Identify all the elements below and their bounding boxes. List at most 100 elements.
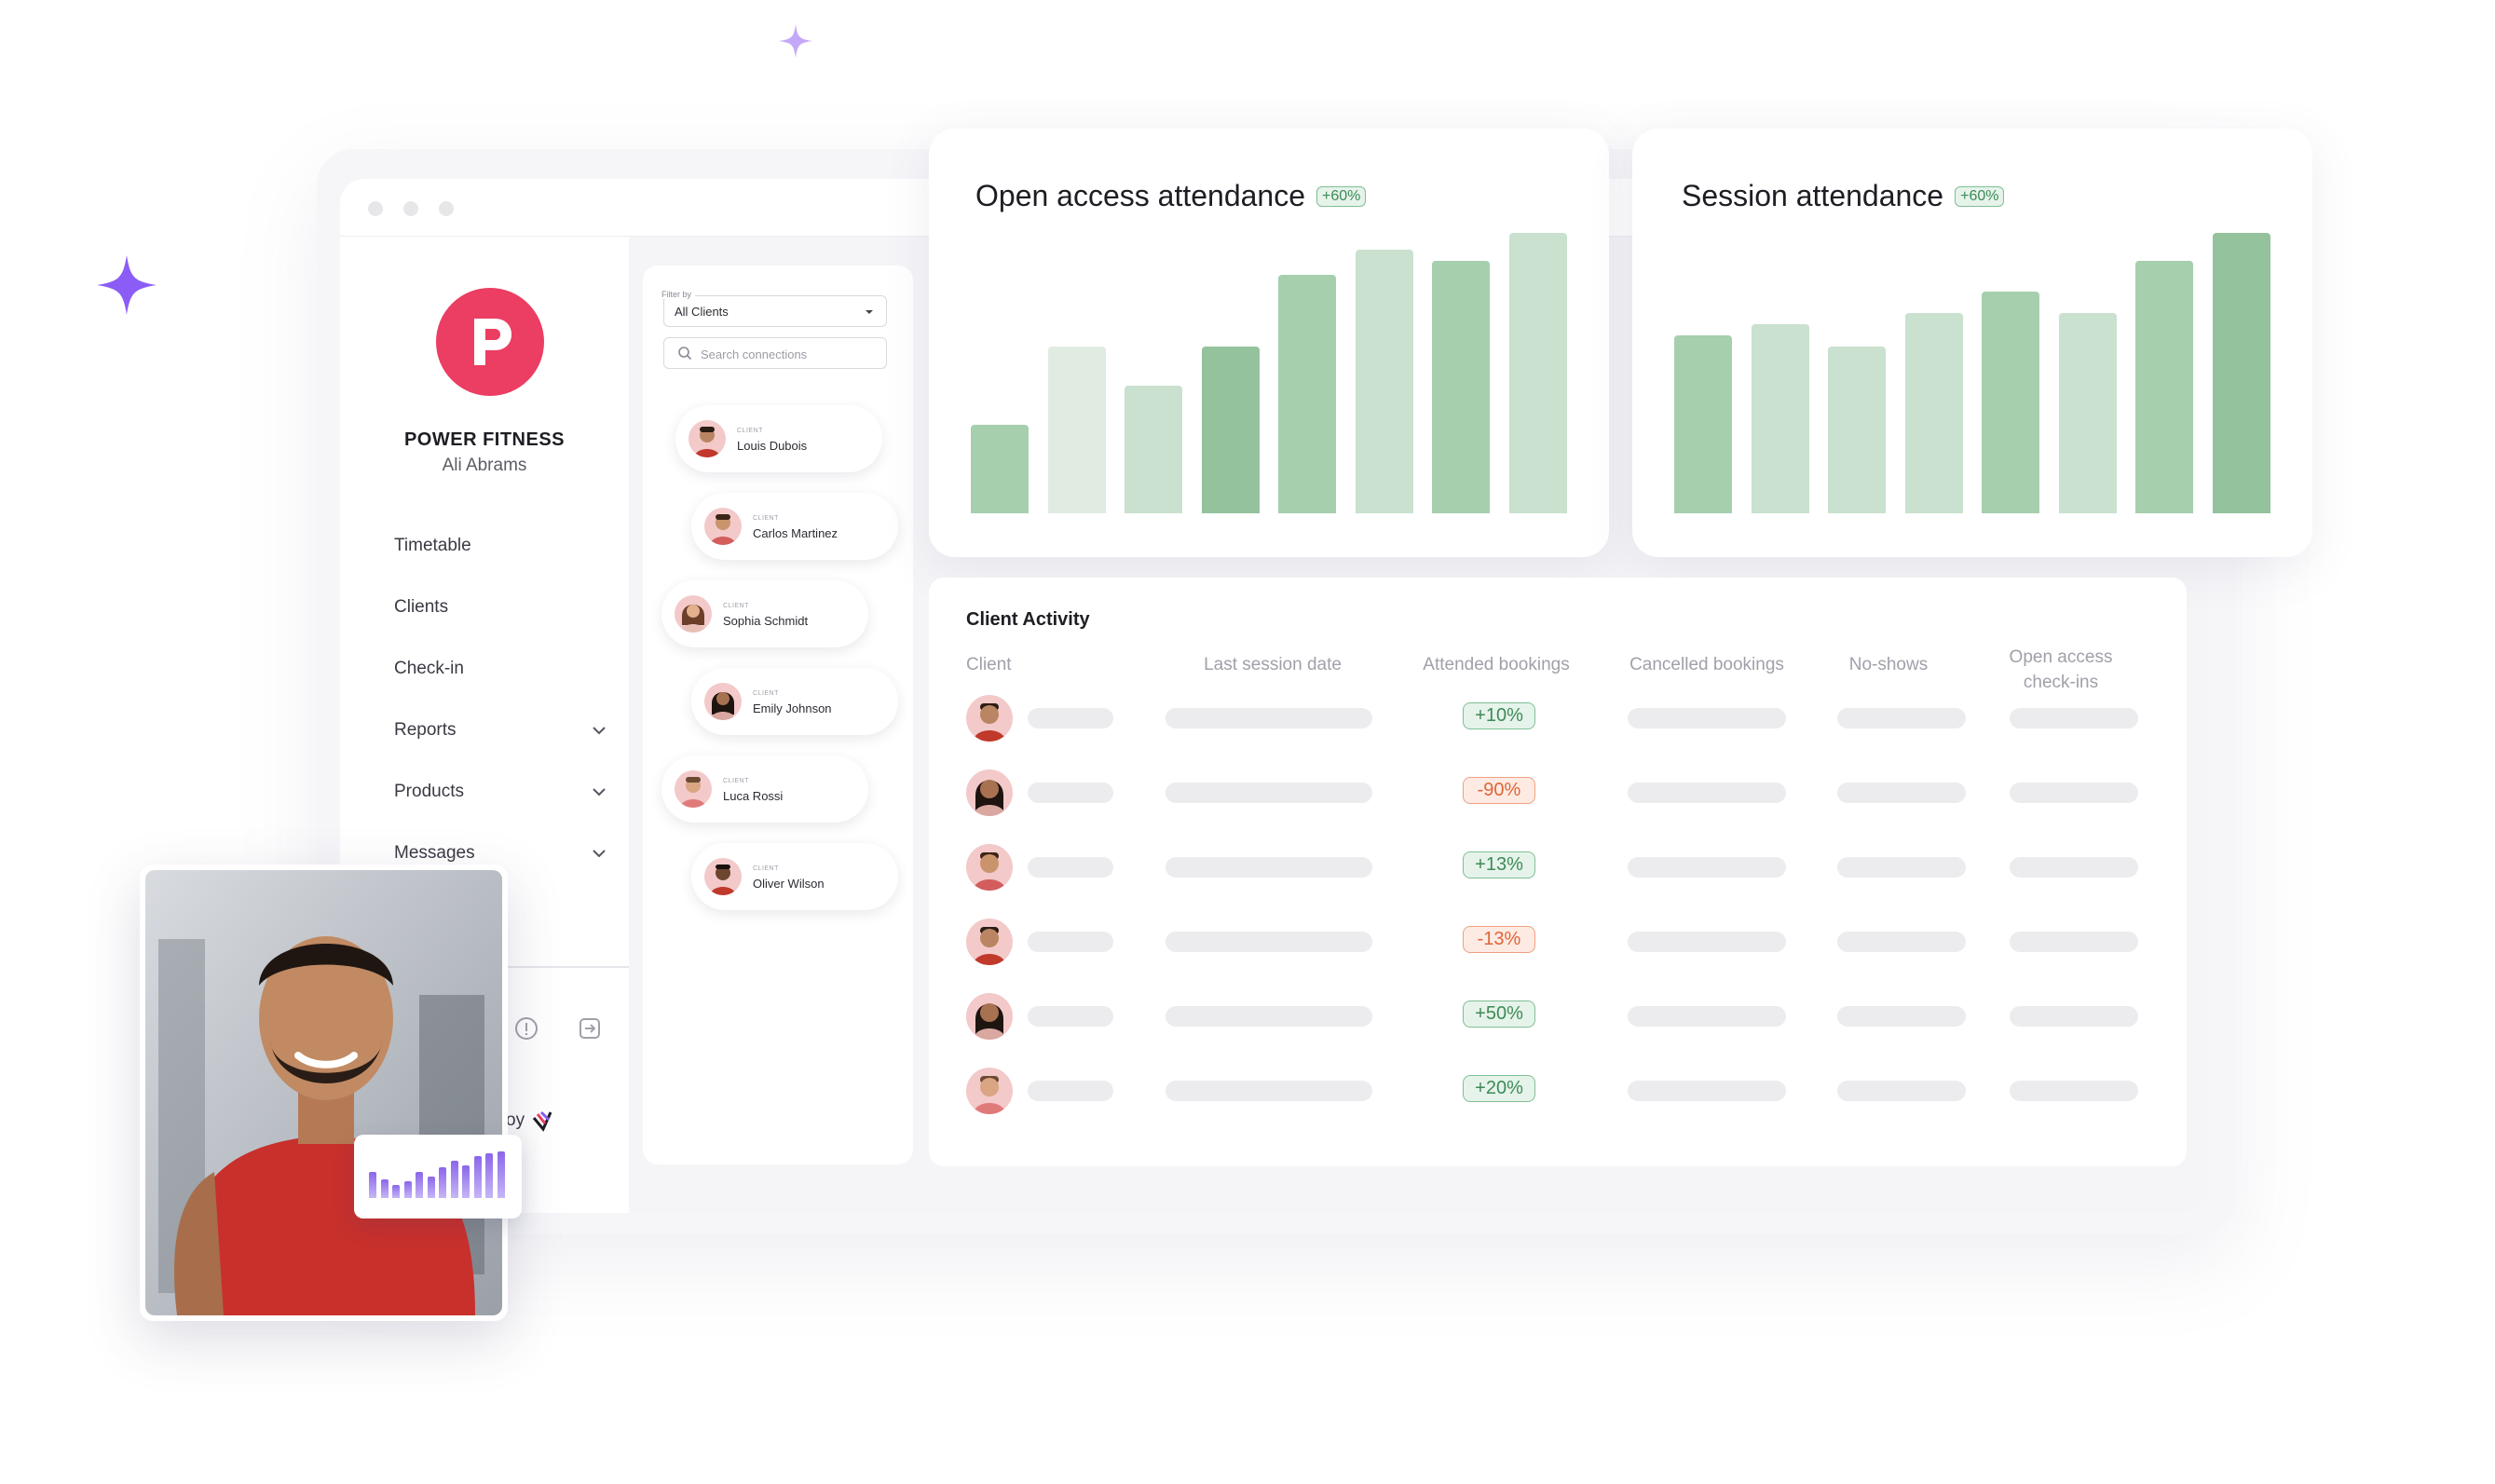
- window-dot: [403, 201, 418, 216]
- client-card[interactable]: CLIENT Emily Johnson: [691, 668, 898, 735]
- avatar: [966, 993, 1013, 1040]
- client-card[interactable]: CLIENT Oliver Wilson: [691, 843, 898, 910]
- table-title: Client Activity: [966, 609, 1090, 630]
- avatar: [675, 595, 712, 633]
- column-header: Attended bookings: [1423, 655, 1570, 674]
- logout-icon[interactable]: [577, 1015, 603, 1042]
- chart-bar: [1751, 324, 1809, 513]
- nav-item-timetable[interactable]: Timetable: [394, 532, 608, 560]
- placeholder-bar: [2010, 1081, 2138, 1101]
- chart-title: Session attendance: [1682, 179, 1944, 212]
- filter-dropdown[interactable]: [663, 295, 887, 327]
- column-header: Open access check-ins: [2009, 647, 2113, 692]
- chart-bar: [1982, 292, 2039, 513]
- filter-value: All Clients: [675, 305, 729, 319]
- client-tag: CLIENT: [753, 690, 779, 697]
- mini-chart-bar: [497, 1151, 505, 1198]
- nav-item-label: Reports: [394, 720, 457, 740]
- placeholder-bar: [1628, 708, 1786, 728]
- chart-bar: [971, 425, 1029, 513]
- client-card[interactable]: CLIENT Sophia Schmidt: [661, 580, 868, 647]
- client-name: Luca Rossi: [723, 789, 784, 803]
- chart-plot-area: [1674, 233, 2270, 513]
- placeholder-bar: [2010, 708, 2138, 728]
- client-card[interactable]: CLIENT Luca Rossi: [661, 756, 868, 823]
- placeholder-bar: [1837, 932, 1966, 952]
- placeholder-bar: [2010, 1006, 2138, 1027]
- client-card[interactable]: CLIENT Carlos Martinez: [691, 493, 898, 560]
- attended-delta-badge: +20%: [1463, 1075, 1535, 1102]
- powered-by-logo-icon: [532, 1110, 552, 1132]
- placeholder-bar: [1166, 932, 1372, 952]
- client-activity-table: Client Activity Client Last session date…: [929, 578, 2187, 1166]
- placeholder-bar: [1166, 783, 1372, 803]
- trainer-photo-image: [145, 870, 502, 1315]
- mini-chart-bar: [380, 1179, 389, 1198]
- nav-item-products[interactable]: Products: [394, 778, 608, 806]
- search-icon: [678, 347, 692, 361]
- client-tag: CLIENT: [753, 865, 779, 872]
- placeholder-bar: [2010, 783, 2138, 803]
- chart-bar: [1432, 261, 1490, 513]
- client-name: Oliver Wilson: [753, 877, 825, 891]
- placeholder-bar: [1837, 708, 1966, 728]
- client-name: Carlos Martinez: [753, 526, 838, 540]
- client-tag: CLIENT: [723, 603, 749, 609]
- nav-item-label: Check-in: [394, 659, 464, 678]
- attended-delta-badge: -90%: [1463, 777, 1535, 804]
- chart-header: Session attendance +60%: [1682, 179, 2005, 213]
- chart-bar: [1278, 275, 1336, 513]
- column-header: Client: [966, 655, 1012, 674]
- chart-bar: [2058, 313, 2117, 513]
- avatar: [966, 844, 1013, 891]
- attended-delta-badge: +50%: [1463, 1001, 1535, 1028]
- placeholder-bar: [1166, 708, 1372, 728]
- mini-chart-bar: [403, 1181, 412, 1198]
- nav-item-messages[interactable]: Messages: [394, 839, 608, 867]
- chart-bar: [1508, 233, 1567, 513]
- placeholder-bar: [1837, 783, 1966, 803]
- search-input[interactable]: [663, 337, 887, 369]
- avatar: [966, 695, 1013, 742]
- attended-delta-badge: +13%: [1463, 851, 1535, 878]
- placeholder-bar: [1166, 1006, 1372, 1027]
- chart-bar: [1047, 347, 1106, 513]
- chart-badge: +60%: [1316, 185, 1367, 207]
- sparkle-small-icon: [777, 22, 814, 60]
- chart-bar: [1674, 335, 1732, 513]
- chart-title: Open access attendance: [975, 179, 1306, 212]
- client-tag: CLIENT: [723, 778, 749, 784]
- placeholder-bar: [1028, 857, 1113, 878]
- chart-bar: [1125, 386, 1182, 513]
- nav-item-reports[interactable]: Reports: [394, 716, 608, 744]
- nav-item-label: Timetable: [394, 536, 471, 555]
- chevron-down-icon: [593, 727, 606, 735]
- client-card[interactable]: CLIENT Louis Dubois: [675, 405, 882, 472]
- placeholder-bar: [1628, 932, 1786, 952]
- avatar: [966, 769, 1013, 816]
- placeholder-bar: [1028, 783, 1113, 803]
- chart-bar: [1355, 250, 1413, 513]
- chart-plot-area: [971, 233, 1567, 513]
- placeholder-bar: [1628, 1081, 1786, 1101]
- brand-logo[interactable]: [436, 288, 544, 396]
- mini-chart-bar: [416, 1172, 423, 1198]
- placeholder-bar: [1166, 1081, 1372, 1101]
- mini-chart-bar: [369, 1172, 376, 1198]
- attended-delta-badge: +10%: [1463, 702, 1535, 729]
- client-tag: CLIENT: [737, 428, 763, 434]
- nav-item-check-in[interactable]: Check-in: [394, 655, 608, 683]
- avatar: [966, 919, 1013, 965]
- placeholder-bar: [1628, 857, 1786, 878]
- nav-item-clients[interactable]: Clients: [394, 593, 608, 621]
- chart-bar: [2212, 233, 2270, 513]
- nav-item-label: Products: [394, 782, 464, 801]
- info-icon[interactable]: [513, 1015, 539, 1042]
- open-access-chart-card: Open access attendance +60%: [929, 129, 1609, 557]
- column-header: Cancelled bookings: [1629, 655, 1784, 674]
- mini-chart-bar: [462, 1165, 470, 1198]
- nav-item-label: Messages: [394, 843, 475, 863]
- mini-bar-chart: [354, 1135, 522, 1219]
- placeholder-bar: [1837, 1006, 1966, 1027]
- placeholder-bar: [1028, 932, 1113, 952]
